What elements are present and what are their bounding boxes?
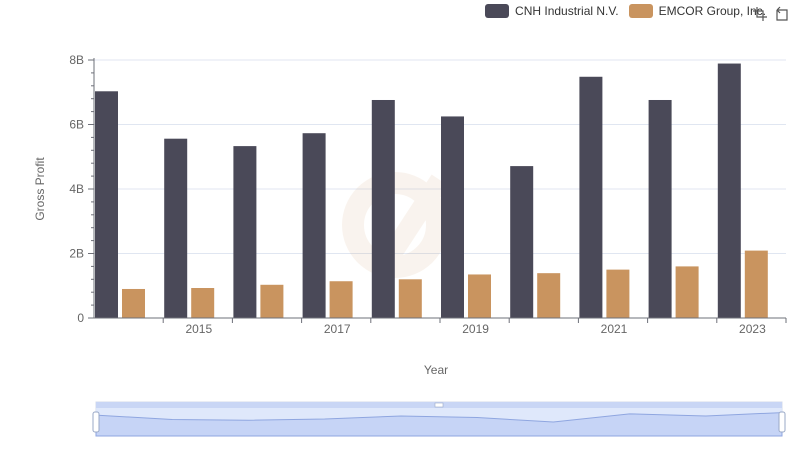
slider-move-handle[interactable] bbox=[434, 402, 444, 408]
legend-swatch-cnh bbox=[485, 4, 510, 18]
bar-emcor bbox=[191, 288, 215, 318]
x-tick-label: 2023 bbox=[739, 322, 766, 336]
bar-emcor bbox=[675, 266, 699, 318]
bar-emcor bbox=[468, 274, 491, 318]
bar-emcor bbox=[122, 288, 145, 318]
bar-cnh bbox=[441, 116, 464, 318]
bars bbox=[95, 63, 768, 319]
bar-cnh bbox=[302, 133, 326, 318]
y-tick-label: 4B bbox=[69, 182, 84, 196]
bar-emcor bbox=[537, 273, 561, 318]
bar-emcor bbox=[744, 250, 768, 318]
slider-sparkline bbox=[95, 412, 783, 437]
x-axis-ticks: 2015 2017 2019 2021 2023 bbox=[162, 318, 787, 336]
bar-cnh bbox=[95, 91, 118, 318]
toolbox bbox=[752, 6, 790, 22]
legend-item-emcor[interactable]: EMCOR Group, Inc. bbox=[628, 4, 766, 18]
legend-item-cnh[interactable]: CNH Industrial N.V. bbox=[485, 4, 619, 18]
bar-emcor bbox=[606, 269, 630, 318]
y-tick-label: 8B bbox=[69, 53, 84, 67]
bar-emcor bbox=[329, 281, 353, 318]
restore-icon[interactable] bbox=[774, 6, 790, 22]
x-axis-label: Year bbox=[424, 363, 448, 377]
bar-cnh bbox=[717, 63, 741, 318]
slider-handle-right[interactable] bbox=[778, 411, 786, 433]
bar-cnh bbox=[164, 138, 188, 318]
legend-swatch-emcor bbox=[628, 4, 653, 18]
x-tick-label: 2019 bbox=[462, 322, 489, 336]
bar-cnh bbox=[648, 99, 672, 319]
bar-emcor bbox=[398, 279, 422, 318]
x-tick-label: 2017 bbox=[324, 322, 351, 336]
bar-cnh bbox=[510, 166, 534, 318]
legend-label-emcor: EMCOR Group, Inc. bbox=[658, 4, 766, 18]
x-tick-label: 2015 bbox=[185, 322, 212, 336]
y-axis-label: Gross Profit bbox=[33, 157, 47, 221]
bar-cnh bbox=[233, 146, 257, 318]
slider-handle-left[interactable] bbox=[92, 411, 100, 433]
y-tick-label: 0 bbox=[77, 311, 84, 325]
x-tick-label: 2021 bbox=[601, 322, 628, 336]
data-zoom-slider bbox=[92, 401, 786, 437]
bar-cnh bbox=[371, 99, 395, 319]
y-axis-ticks: 0 2B 4B 6B 8B bbox=[69, 53, 94, 325]
bar-emcor bbox=[260, 284, 284, 318]
bar-cnh bbox=[579, 76, 603, 319]
zoom-select-icon[interactable] bbox=[752, 6, 768, 22]
y-tick-label: 6B bbox=[69, 118, 84, 132]
legend-label-cnh: CNH Industrial N.V. bbox=[515, 4, 619, 18]
legend: CNH Industrial N.V. EMCOR Group, Inc. bbox=[485, 4, 766, 18]
y-tick-label: 2B bbox=[69, 247, 84, 261]
watermark-logo bbox=[342, 172, 449, 281]
